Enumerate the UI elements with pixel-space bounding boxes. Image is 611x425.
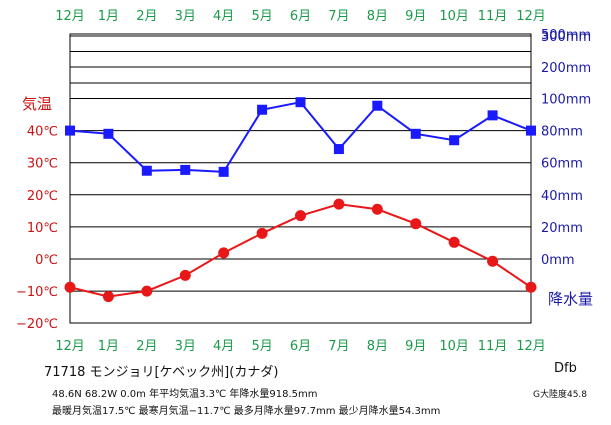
month-label-top: 8月 bbox=[367, 9, 388, 24]
data-series bbox=[64, 97, 537, 303]
temperature-point bbox=[218, 247, 230, 259]
continentality-index: G大陸度45.8 bbox=[533, 390, 588, 400]
precipitation-point bbox=[141, 165, 152, 176]
temperature-point bbox=[333, 198, 345, 210]
month-label-bottom: 12月 bbox=[516, 339, 546, 354]
precipitation-tick-label: 80mm bbox=[541, 125, 583, 140]
month-label-bottom: 4月 bbox=[213, 339, 234, 354]
temperature-point bbox=[448, 236, 460, 248]
precipitation-axis-label: 降水量 bbox=[548, 290, 593, 308]
temperature-axis-ticks: 40℃ 30℃ 20℃ 10℃ 0℃ −10℃ −20℃ bbox=[16, 125, 58, 333]
precipitation-tick-label: 500mm bbox=[541, 28, 591, 43]
temperature-point bbox=[487, 255, 499, 267]
precipitation-point bbox=[526, 125, 536, 136]
precipitation-tick-label: 60mm bbox=[541, 157, 583, 172]
temperature-point bbox=[371, 203, 383, 215]
month-label-bottom: 7月 bbox=[328, 339, 349, 354]
precipitation-point bbox=[218, 166, 229, 177]
temperature-tick-label: −20℃ bbox=[16, 317, 58, 332]
temperature-point bbox=[410, 218, 422, 230]
precipitation-point bbox=[372, 100, 383, 111]
temperature-tick-label: 20℃ bbox=[27, 189, 58, 204]
precipitation-point bbox=[295, 97, 306, 108]
station-extremes: 最暖月気温17.5℃ 最寒月気温−11.7℃ 最多月降水量97.7mm 最少月降… bbox=[52, 406, 441, 417]
month-label-bottom: 11月 bbox=[478, 339, 508, 354]
month-label-bottom: 9月 bbox=[405, 339, 426, 354]
precipitation-tick-label: 300mm bbox=[541, 30, 591, 45]
temperature-tick-label: 30℃ bbox=[27, 157, 58, 172]
precipitation-point bbox=[487, 110, 498, 121]
precipitation-tick-label: 20mm bbox=[541, 221, 583, 236]
precipitation-point bbox=[65, 125, 75, 136]
precipitation-tick-label: 200mm bbox=[541, 61, 591, 76]
month-label-bottom: 10月 bbox=[439, 339, 469, 354]
precipitation-point bbox=[180, 164, 191, 175]
station-summary: 48.6N 68.2W 0.0m 年平均気温3.3℃ 年降水量918.5mm bbox=[52, 389, 318, 400]
month-label-top: 12月 bbox=[516, 9, 546, 24]
temperature-point bbox=[64, 281, 76, 293]
bottom-month-labels: 12月 1月 2月 3月 4月 5月 6月 7月 8月 9月 10月 11月 12月 bbox=[55, 339, 546, 354]
precipitation-point bbox=[257, 104, 268, 115]
month-label-top: 7月 bbox=[328, 9, 349, 24]
temperature-point bbox=[525, 281, 537, 293]
temperature-point bbox=[179, 269, 191, 281]
month-label-bottom: 12月 bbox=[55, 339, 85, 354]
month-label-top: 1月 bbox=[98, 9, 119, 24]
precipitation-point bbox=[410, 128, 421, 139]
grid-lines bbox=[69, 33, 532, 324]
precipitation-point bbox=[103, 128, 114, 139]
month-label-bottom: 3月 bbox=[175, 339, 196, 354]
month-label-top: 4月 bbox=[213, 9, 234, 24]
temperature-point bbox=[256, 227, 268, 239]
temperature-tick-label: 10℃ bbox=[27, 221, 58, 236]
month-label-top: 2月 bbox=[136, 9, 157, 24]
month-label-top: 9月 bbox=[405, 9, 426, 24]
plot-frame bbox=[69, 33, 532, 324]
temperature-tick-label: 0℃ bbox=[35, 253, 58, 268]
month-label-top: 5月 bbox=[251, 9, 272, 24]
precipitation-tick-label: 40mm bbox=[541, 189, 583, 204]
month-label-top: 6月 bbox=[290, 9, 311, 24]
koppen-class: Dfb bbox=[554, 361, 577, 376]
precipitation-tick-label: 0mm bbox=[541, 253, 575, 268]
month-label-bottom: 1月 bbox=[98, 339, 119, 354]
month-label-bottom: 2月 bbox=[136, 339, 157, 354]
temperature-tick-label: −10℃ bbox=[16, 285, 58, 300]
temperature-point bbox=[295, 210, 306, 222]
month-label-bottom: 6月 bbox=[290, 339, 311, 354]
temperature-tick-label: 40℃ bbox=[27, 125, 58, 140]
precipitation-point bbox=[449, 135, 460, 146]
precipitation-line bbox=[69, 101, 532, 173]
month-label-top: 10月 bbox=[439, 9, 469, 24]
month-label-top: 3月 bbox=[175, 9, 196, 24]
temperature-point bbox=[102, 291, 114, 303]
precipitation-point bbox=[333, 144, 344, 155]
temperature-point bbox=[141, 285, 153, 297]
top-month-labels: 12月 1月 2月 3月 4月 5月 6月 7月 8月 9月 10月 11月 12月 bbox=[55, 9, 546, 24]
month-label-bottom: 5月 bbox=[251, 339, 272, 354]
temperature-axis-label: 気温 bbox=[22, 95, 52, 113]
month-label-bottom: 8月 bbox=[367, 339, 388, 354]
precipitation-tick-label: 100mm bbox=[541, 93, 591, 108]
month-label-top: 12月 bbox=[55, 9, 85, 24]
month-label-top: 11月 bbox=[478, 9, 508, 24]
station-name: 71718 モンジョリ[ケベック州](カナダ) bbox=[44, 365, 279, 380]
